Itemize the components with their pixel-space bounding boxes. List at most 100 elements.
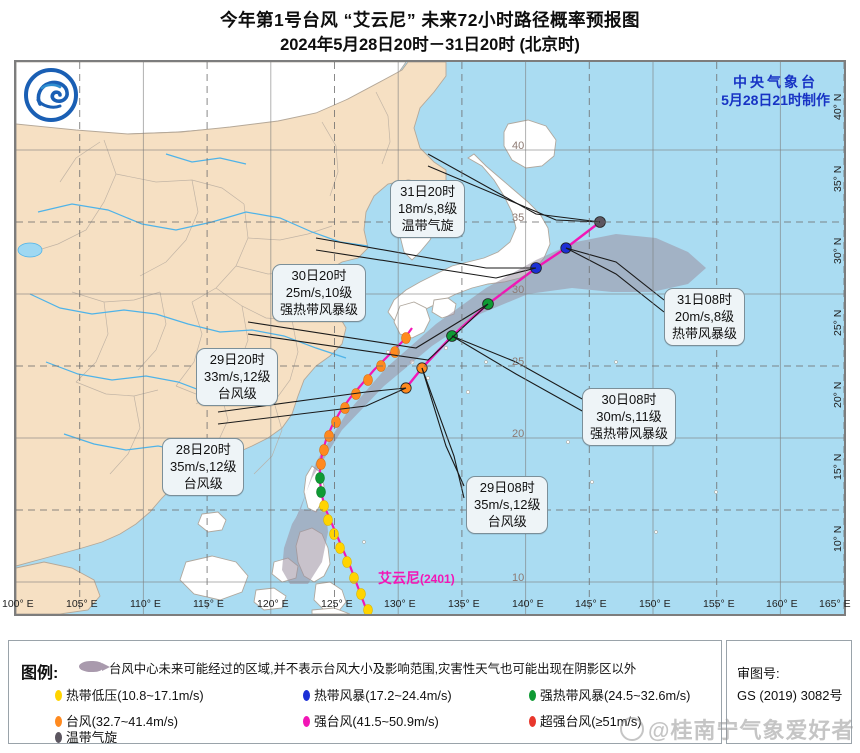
- cma-dragon-logo-icon: [22, 66, 80, 124]
- inner-lat-label-35: 35: [512, 212, 525, 224]
- storm-name-text: 艾云尼: [378, 570, 420, 586]
- callout-29d20h-category: 台风级: [217, 386, 257, 401]
- callout-30d08h[interactable]: 30日08时 30m/s,11级 强热带风暴级: [582, 388, 677, 446]
- map-approval-panel: 审图号: GS (2019) 3082号: [726, 640, 852, 744]
- storm-name-label: 艾云尼(2401): [378, 568, 455, 588]
- lat-label-10: 10° N: [832, 525, 844, 552]
- legend-label-ts: 热带风暴(17.2~24.4m/s): [314, 688, 452, 703]
- lon-label-6: 130° E: [384, 598, 416, 610]
- lon-label-2: 110° E: [130, 598, 161, 610]
- callout-30d08h-category: 强热带风暴级: [590, 426, 669, 441]
- legend-item-td: 热带低压(10.8~17.1m/s): [55, 685, 204, 704]
- legend-dot-sty: [303, 716, 310, 727]
- legend-dot-super-ty: [529, 716, 536, 727]
- lat-label-20: 20° N: [832, 381, 844, 408]
- inner-lat-label-25: 25: [512, 356, 525, 368]
- issuing-agency: 中央气象台 5月28日21时制作: [721, 73, 830, 109]
- legend-item-extratropical: 温带气旋: [55, 727, 117, 746]
- callout-29d08h-wind: 35m/s,12级: [474, 497, 541, 512]
- storm-number: (2401): [420, 572, 455, 586]
- legend-label-sts: 强热带风暴(24.5~32.6m/s): [540, 688, 691, 703]
- callout-29d08h-category: 台风级: [487, 514, 527, 529]
- lat-label-25: 25° N: [832, 309, 844, 336]
- lon-label-12: 160° E: [766, 598, 798, 610]
- callout-31d20h-category: 温带气旋: [401, 218, 454, 233]
- legend-label-extratropical: 温带气旋: [66, 730, 118, 745]
- typhoon-track-map[interactable]: 40 35 30 25 20 15 10 中央气象台 5月28日21时制作: [14, 60, 846, 616]
- callout-28d20h-wind: 35m/s,12级: [170, 459, 237, 474]
- callout-29d08h-time: 29日08时: [479, 480, 535, 495]
- legend-item-sts: 强热带风暴(24.5~32.6m/s): [529, 685, 690, 704]
- weibo-icon: [620, 717, 644, 741]
- lat-label-35: 35° N: [832, 165, 844, 192]
- watermark: @桂南宁气象爱好者: [620, 713, 854, 745]
- title-line-1: 今年第1号台风 “艾云尼” 未来72小时路径概率预报图: [220, 10, 640, 30]
- lon-label-11: 155° E: [703, 598, 735, 610]
- lon-label-4: 120° E: [257, 598, 289, 610]
- lon-label-3: 115° E: [193, 598, 224, 610]
- inner-lat-label-40: 40: [512, 140, 525, 152]
- lon-label-8: 140° E: [512, 598, 544, 610]
- legend-item-super-ty: 超强台风(≥51m/s): [529, 711, 642, 730]
- legend-label-td: 热带低压(10.8~17.1m/s): [66, 688, 204, 703]
- legend-dot-ty: [55, 716, 62, 727]
- longitude-axis: 100° E 105° E 110° E 115° E 120° E 125° …: [2, 598, 851, 616]
- lat-label-40: 40° N: [832, 93, 844, 120]
- inner-lat-label-10: 10: [512, 572, 525, 584]
- legend-dot-extratropical: [55, 732, 62, 743]
- lat-label-30: 30° N: [832, 237, 844, 264]
- cone-swatch-icon: [79, 661, 110, 672]
- callout-29d08h[interactable]: 29日08时 35m/s,12级 台风级: [466, 476, 549, 534]
- callout-31d20h[interactable]: 31日20时 18m/s,8级 温带气旋: [390, 180, 466, 238]
- legend-dot-td: [55, 690, 62, 701]
- approval-number: GS (2019) 3082号: [737, 688, 843, 703]
- callout-30d08h-time: 30日08时: [601, 392, 657, 407]
- callout-31d08h-time: 31日08时: [677, 292, 732, 307]
- lat-label-15: 15° N: [832, 453, 844, 480]
- callout-30d20h-time: 30日20时: [291, 268, 347, 283]
- lon-label-1: 105° E: [66, 598, 98, 610]
- title-line-2: 2024年5月28日20时－31日20时 (北京时): [280, 36, 580, 54]
- callout-28d20h[interactable]: 28日20时 35m/s,12级 台风级: [162, 438, 245, 496]
- callout-29d20h-wind: 33m/s,12级: [204, 369, 271, 384]
- lon-label-10: 150° E: [639, 598, 671, 610]
- legend-item-ty: 台风(32.7~41.4m/s): [55, 711, 178, 730]
- inner-lat-label-30: 30: [512, 284, 525, 296]
- legend-title: 图例:: [21, 665, 59, 682]
- legend-item-ts: 热带风暴(17.2~24.4m/s): [303, 685, 452, 704]
- legend-item-sty: 强台风(41.5~50.9m/s): [303, 711, 439, 730]
- lon-label-7: 135° E: [448, 598, 480, 610]
- callout-29d20h[interactable]: 29日20时 33m/s,12级 台风级: [196, 348, 279, 406]
- agency-issued-time: 5月28日21时制作: [721, 92, 830, 108]
- latitude-axis: 40° N 35° N 30° N 25° N 20° N 15° N 10° …: [818, 60, 858, 616]
- legend-panel: 图例: 台风中心未来可能经过的区域,并不表示台风大小及影响范围,灾害性天气也可能…: [8, 640, 722, 746]
- legend-label-super-ty: 超强台风(≥51m/s): [540, 714, 642, 729]
- callout-29d20h-time: 29日20时: [209, 352, 265, 367]
- callout-28d20h-time: 28日20时: [175, 442, 231, 457]
- callout-30d20h-wind: 25m/s,10级: [285, 285, 353, 300]
- approval-label: 审图号:: [737, 666, 780, 681]
- legend-dot-ts: [303, 690, 310, 701]
- lon-label-9: 145° E: [575, 598, 607, 610]
- callout-31d20h-time: 31日20时: [400, 184, 456, 199]
- callout-30d20h-category: 强热带风暴级: [280, 302, 359, 317]
- legend-cone-note: 台风中心未来可能经过的区域,并不表示台风大小及影响范围,灾害性天气也可能出现在阴…: [109, 662, 637, 676]
- legend-dot-sts: [529, 690, 536, 701]
- watermark-text: @桂南宁气象爱好者: [648, 718, 855, 743]
- lon-label-13: 165° E: [819, 598, 851, 610]
- lon-label-0: 100° E: [2, 598, 34, 610]
- legend-label-ty: 台风(32.7~41.4m/s): [66, 714, 179, 729]
- callout-31d08h-category: 热带风暴级: [672, 326, 738, 341]
- legend-label-sty: 强台风(41.5~50.9m/s): [314, 714, 439, 729]
- callout-30d08h-wind: 30m/s,11级: [596, 409, 662, 424]
- page-title: 今年第1号台风 “艾云尼” 未来72小时路径概率预报图 2024年5月28日20…: [0, 8, 860, 58]
- agency-name: 中央气象台: [733, 74, 819, 90]
- callout-31d08h-wind: 20m/s,8级: [674, 309, 735, 324]
- map-canvas: 40 35 30 25 20 15 10 中央气象台 5月28日21时制作: [16, 62, 844, 614]
- callout-31d08h[interactable]: 31日08时 20m/s,8级 热带风暴级: [664, 288, 746, 346]
- callout-28d20h-category: 台风级: [183, 476, 223, 491]
- callout-31d20h-wind: 18m/s,8级: [398, 201, 458, 216]
- callout-30d20h[interactable]: 30日20时 25m/s,10级 强热带风暴级: [272, 264, 367, 322]
- lon-label-5: 125° E: [321, 598, 353, 610]
- inner-lat-label-20: 20: [512, 428, 525, 440]
